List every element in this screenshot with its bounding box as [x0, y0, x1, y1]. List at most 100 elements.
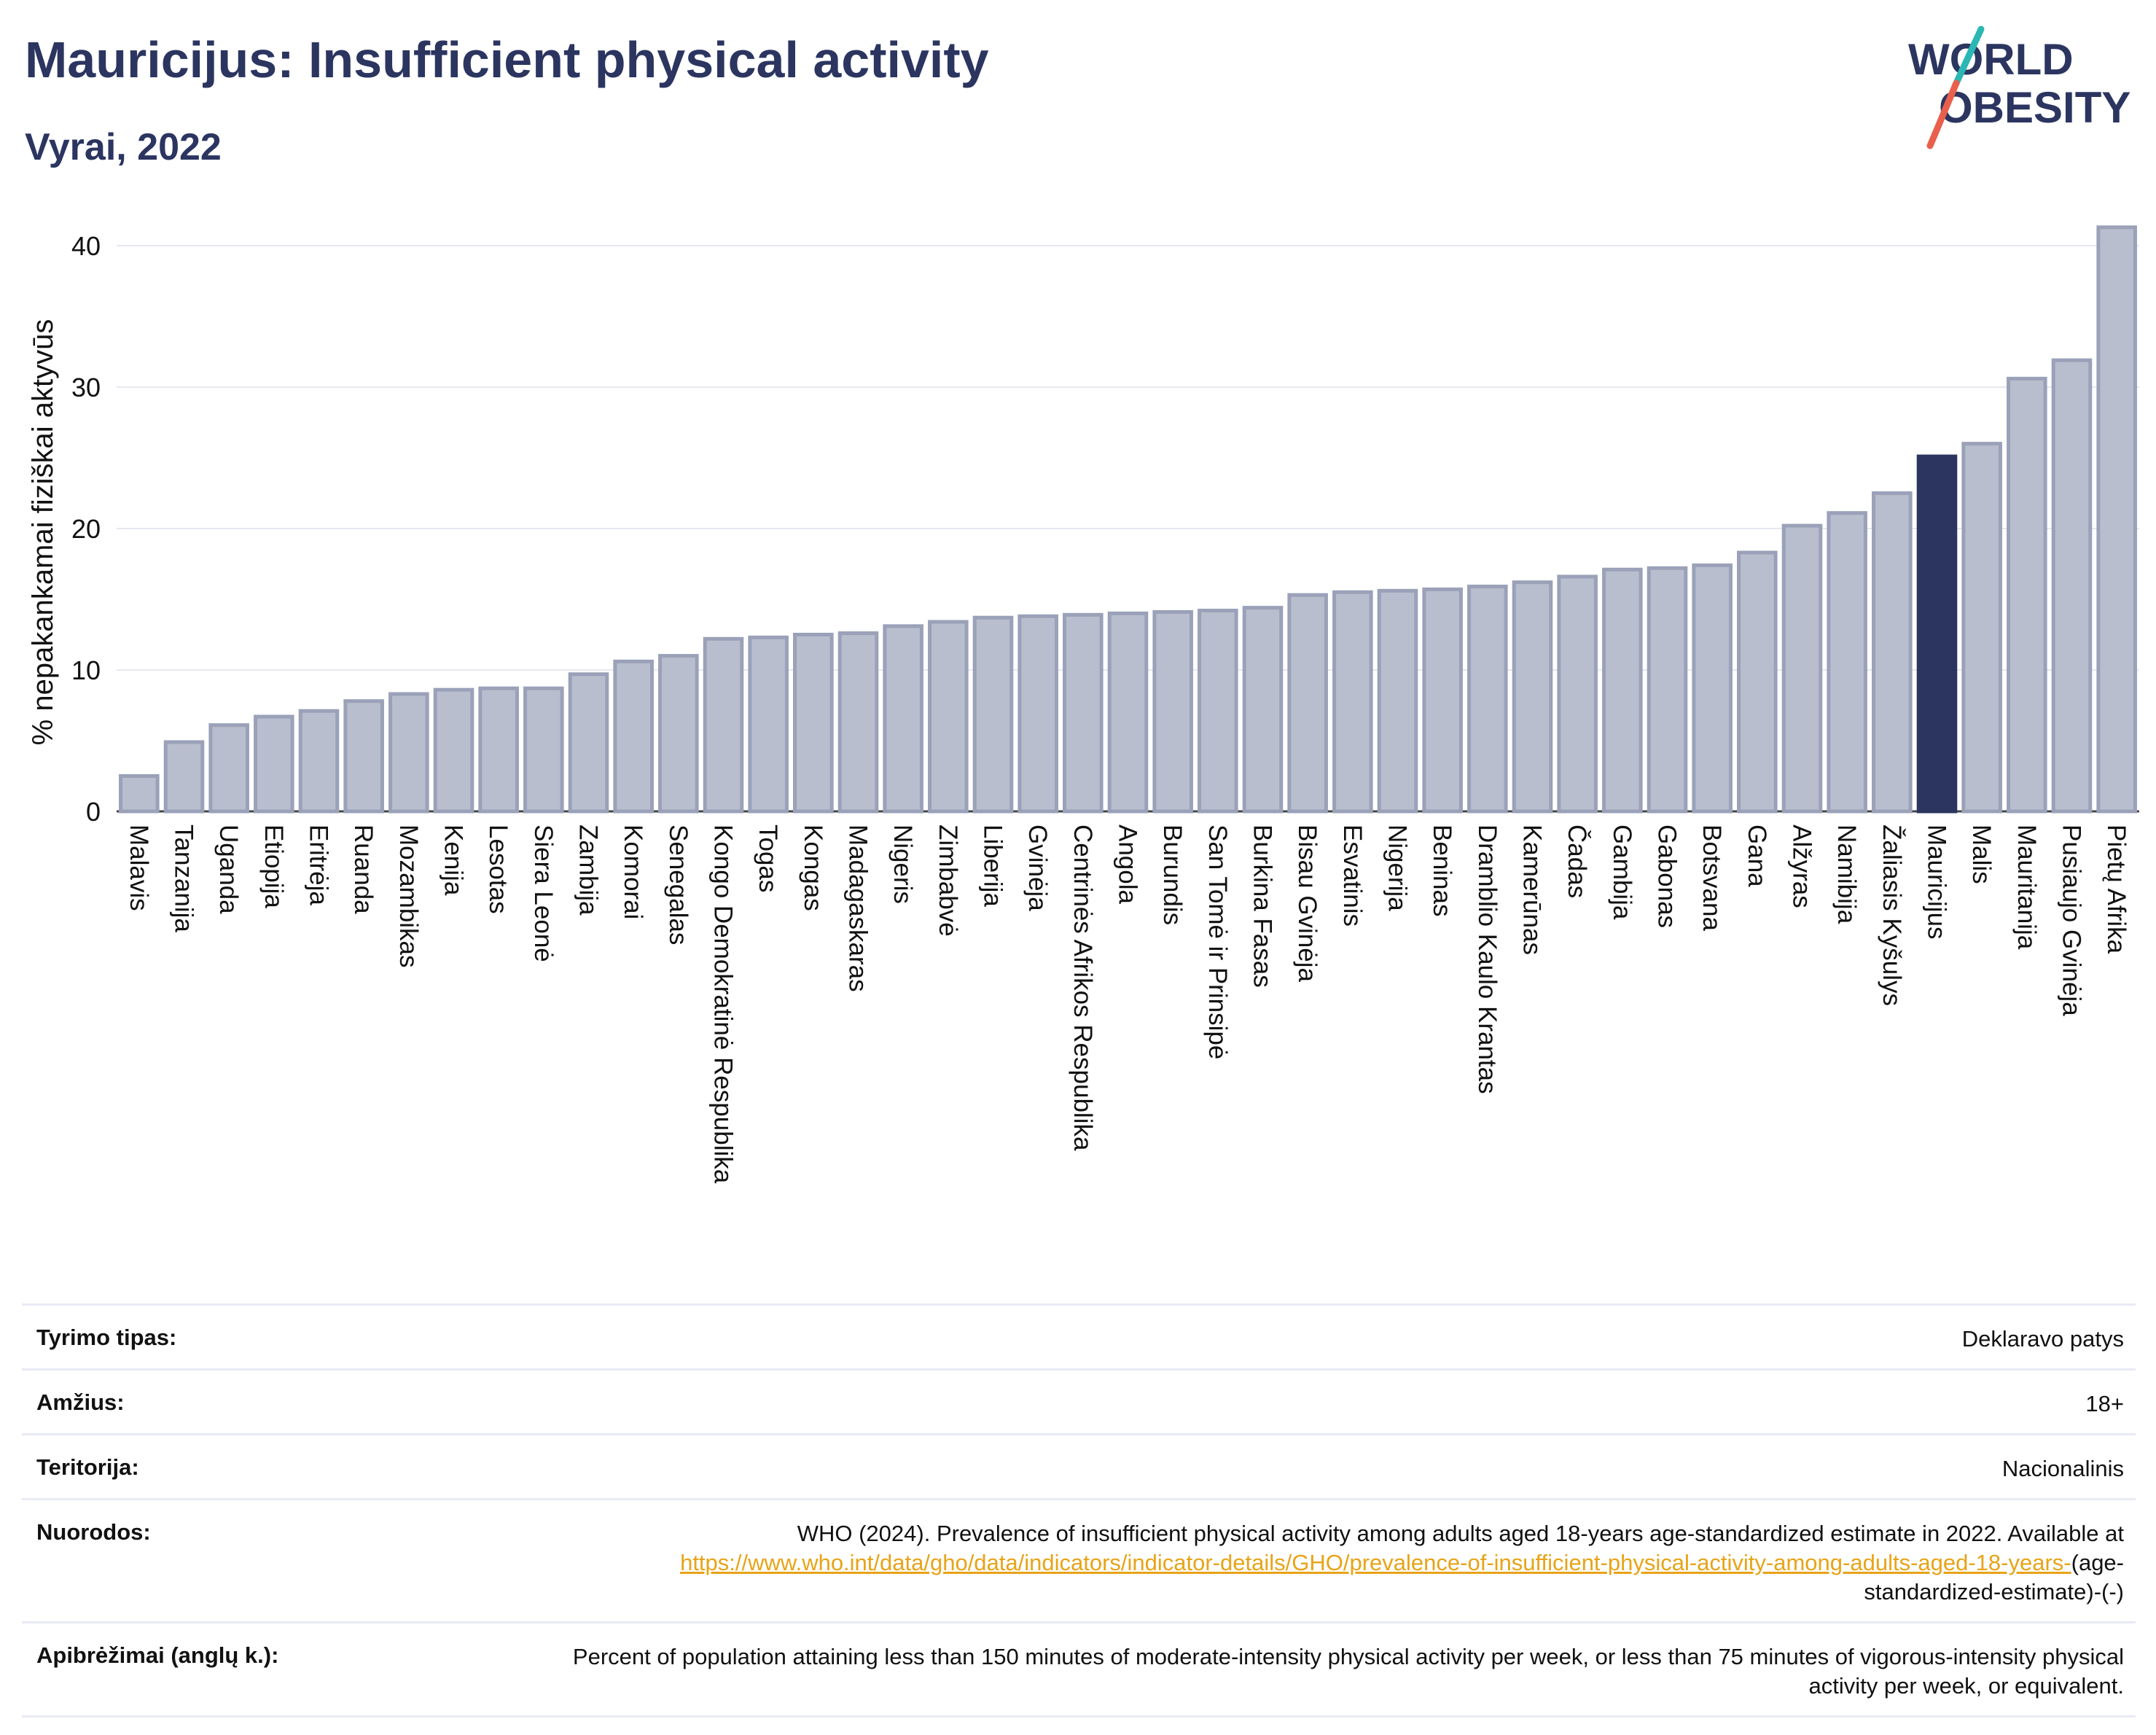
x-tick-label: Čadas: [1563, 824, 1591, 898]
bar: [837, 631, 879, 814]
x-tick-label: Dramblio Kaulo Krantas: [1473, 824, 1501, 1094]
world-obesity-logo: WORLD OBESITY: [1908, 26, 2130, 149]
x-tick-label: Alžyras: [1788, 824, 1816, 908]
page-subtitle: Vyrai, 2022: [25, 126, 222, 168]
x-tick-label: Zimbabvė: [934, 824, 962, 937]
info-row: Amžius: 18+: [22, 1368, 2136, 1433]
bar: [1781, 523, 1823, 814]
bar-highlight: [1916, 454, 1958, 814]
bar: [1018, 614, 1058, 814]
bar: [1557, 574, 1598, 814]
x-tick-label: Etiopija: [259, 824, 288, 908]
bar: [658, 654, 699, 814]
x-tick-label: Kongo Demokratinė Respublika: [709, 824, 738, 1184]
bar: [433, 687, 474, 814]
x-tick-label: Kongas: [799, 824, 827, 911]
x-tick-label: Pietų Afrika: [2102, 824, 2130, 954]
x-tick-label: Ruanda: [349, 824, 378, 914]
info-value: Nacionalinis: [2001, 1456, 2124, 1481]
bars: [119, 225, 2137, 814]
x-tick-label: Komorai: [619, 824, 647, 919]
bar: [2096, 225, 2137, 814]
x-tick-label: Kenija: [440, 824, 468, 896]
x-tick-label: Namibija: [1832, 824, 1861, 924]
bar: [343, 699, 384, 814]
bar: [523, 686, 564, 814]
bar-chart: 0 10 20 30 40 Malavis Tanzanija Uganda Etiopija…: [27, 225, 2139, 1184]
bar: [1467, 585, 1508, 814]
x-tick-label: Gana: [1743, 824, 1771, 887]
y-axis-label: % nepakankamai fiziškai aktyvūs: [27, 319, 59, 746]
y-tick-label: 10: [71, 655, 101, 685]
x-tick-label: Bisau Gvinėja: [1293, 824, 1321, 982]
bar: [2007, 376, 2047, 814]
bar: [298, 709, 340, 814]
x-tick-label: Esvatinis: [1338, 824, 1367, 927]
info-table: Tyrimo tipas: Deklaravo patys Amžius: 18+ Te…: [22, 1303, 2136, 1718]
x-tick-label: Burkina Fasas: [1249, 824, 1277, 988]
x-axis-labels: Malavis Tanzanija Uganda Etiopija Eritrėja Ru…: [125, 824, 2130, 1184]
bar: [972, 615, 1014, 814]
info-row: Nuorodos: WHO (2024). Prevalence of insuf…: [22, 1498, 2136, 1621]
x-tick-label: Beninas: [1428, 824, 1456, 916]
y-tick-label: 30: [71, 373, 101, 402]
bar: [1647, 566, 1688, 814]
page-title: Mauricijus: Insufficient physical activi…: [25, 31, 989, 88]
bar: [1152, 609, 1193, 814]
x-tick-label: Zambija: [574, 824, 603, 916]
bar: [1602, 567, 1643, 814]
info-value: WHO (2024). Prevalence of insufficient p…: [680, 1521, 2124, 1605]
x-tick-label: Nigeris: [888, 824, 917, 904]
bar: [1287, 593, 1328, 814]
bar: [568, 672, 609, 814]
bar: [748, 635, 789, 814]
x-tick-label: Mauricijus: [1923, 824, 1951, 940]
x-tick-label: San Tomė ir Prinsipė: [1203, 824, 1232, 1059]
bar: [1872, 491, 1913, 814]
svg-text:WORLD: WORLD: [1908, 35, 2074, 84]
bar: [883, 624, 923, 814]
info-value: Deklaravo patys: [1961, 1326, 2124, 1352]
bar: [208, 723, 249, 814]
x-tick-label: Malavis: [125, 824, 153, 911]
bar: [928, 620, 969, 814]
x-tick-label: Togas: [754, 824, 782, 892]
bar: [1198, 609, 1238, 814]
x-tick-label: Pusiaujo Gvinėja: [2058, 824, 2086, 1016]
bar: [1692, 563, 1733, 814]
bar: [1827, 511, 1867, 814]
x-tick-label: Burundis: [1158, 824, 1187, 925]
info-label: Tyrimo tipas:: [36, 1325, 177, 1350]
info-label: Apibrėžimai (anglų k.):: [36, 1642, 279, 1668]
info-label: Nuorodos:: [36, 1519, 151, 1545]
y-tick-label: 0: [86, 797, 101, 827]
bar: [1737, 550, 1778, 814]
bar: [254, 714, 294, 814]
x-tick-label: Siera Leonė: [529, 824, 558, 962]
x-tick-label: Žaliasis Kyšulys: [1878, 824, 1906, 1006]
y-tick-label: 40: [71, 231, 101, 261]
bar: [1242, 606, 1284, 814]
x-tick-label: Angola: [1114, 824, 1142, 905]
x-tick-label: Malis: [1967, 824, 1996, 884]
bar: [1512, 580, 1553, 814]
bar: [1063, 612, 1104, 814]
info-row: Teritorija: Nacionalinis: [22, 1433, 2136, 1498]
x-tick-label: Madagaskaras: [844, 824, 872, 992]
x-tick-label: Kamerūnas: [1518, 824, 1547, 955]
x-tick-label: Mauritanija: [2012, 824, 2041, 950]
info-row: Tyrimo tipas: Deklaravo patys: [22, 1303, 2136, 1368]
x-tick-label: Botsvana: [1698, 824, 1726, 931]
bar: [1107, 611, 1149, 814]
x-tick-label: Eritrėja: [305, 824, 333, 905]
info-value: Percent of population attaining less tha…: [572, 1644, 2124, 1699]
x-tick-label: Gabonas: [1653, 824, 1682, 928]
bar: [613, 659, 654, 814]
x-tick-label: Uganda: [214, 824, 243, 914]
bar: [1332, 590, 1373, 814]
x-tick-label: Tanzanija: [170, 824, 198, 932]
bar: [119, 774, 160, 814]
x-tick-label: Mozambikas: [394, 824, 423, 967]
reference-link[interactable]: https://www.who.int/data/gho/data/indica…: [680, 1550, 2071, 1575]
bar: [388, 692, 429, 814]
